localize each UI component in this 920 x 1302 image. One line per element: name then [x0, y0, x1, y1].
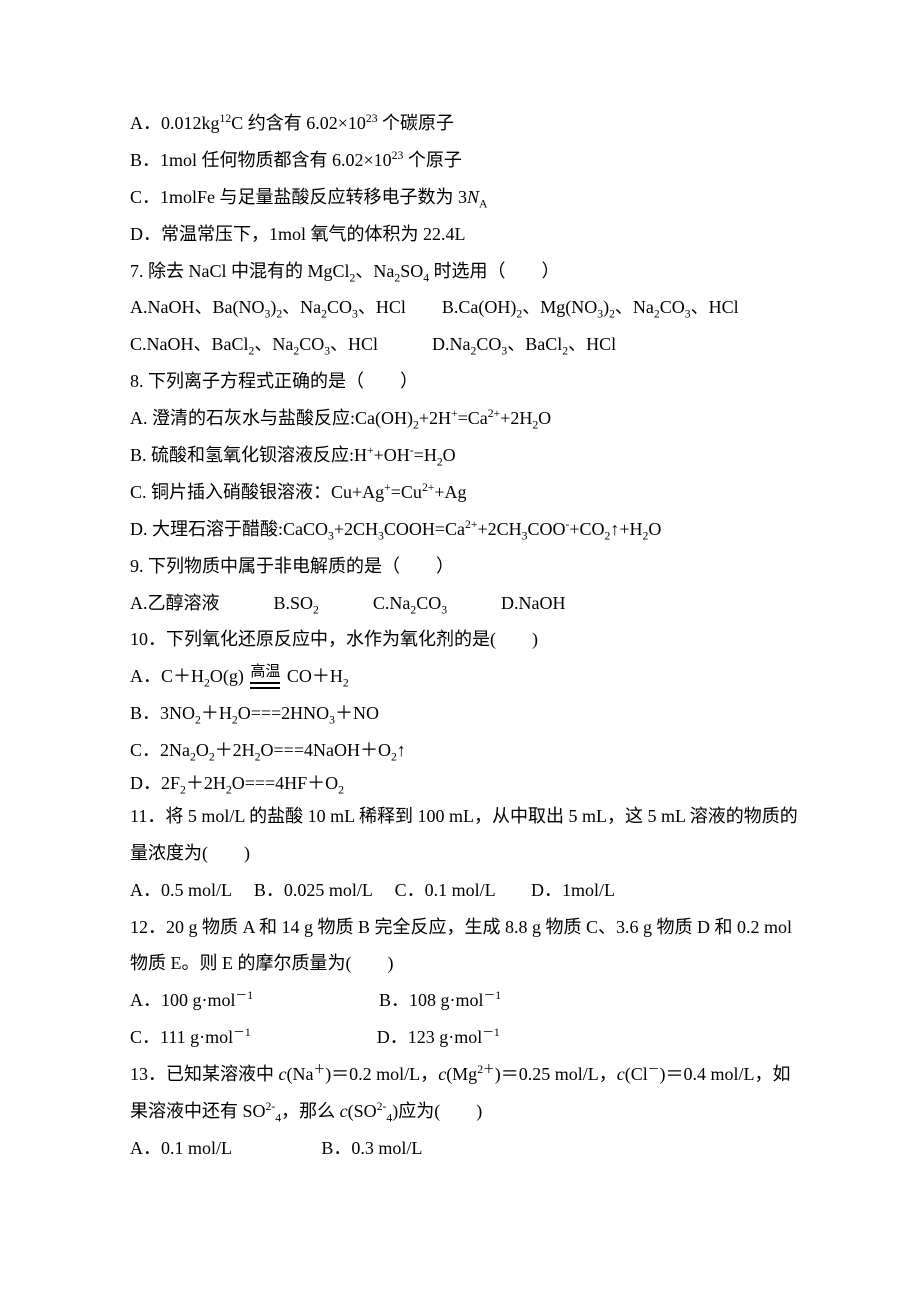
- q9-options: A.乙醇溶液 B.SO2 C.Na2CO3 D.NaOH: [130, 585, 800, 622]
- q10-option-b: B．3NO2＋H2O===2HNO3＋NO: [130, 695, 800, 732]
- q10-option-a-post: CO＋H2: [287, 666, 349, 686]
- q11-stem: 11．将 5 mol/L 的盐酸 10 mL 稀释到 100 mL，从中取出 5…: [130, 798, 800, 872]
- q10-option-a-pre: A．C＋H2O(g): [130, 666, 248, 686]
- page-container: A．0.012kg12C 约含有 6.02×1023 个碳原子 B．1mol 任…: [0, 0, 920, 1302]
- q13-stem: 13．已知某溶液中 c(Na＋)＝0.2 mol/L，c(Mg2＋)＝0.25 …: [130, 1056, 800, 1130]
- q9-stem: 9. 下列物质中属于非电解质的是（ ）: [130, 548, 800, 585]
- q8-stem: 8. 下列离子方程式正确的是（ ）: [130, 363, 800, 400]
- q10-stem: 10．下列氧化还原反应中，水作为氧化剂的是( ): [130, 621, 800, 658]
- q13-options: A．0.1 mol/L B．0.3 mol/L: [130, 1130, 800, 1167]
- reaction-condition-icon: 高温: [250, 665, 280, 691]
- q6-option-d: D．常温常压下，1mol 氧气的体积为 22.4L: [130, 216, 800, 253]
- q10-option-a: A．C＋H2O(g) 高温 CO＋H2: [130, 658, 800, 695]
- q6-option-b: B．1mol 任何物质都含有 6.02×1023 个原子: [130, 142, 800, 179]
- q8-option-c: C. 铜片插入硝酸银溶液：Cu+Ag+=Cu2++Ag: [130, 474, 800, 511]
- q7-options-row2: C.NaOH、BaCl2、Na2CO3、HCl D.Na2CO3、BaCl2、H…: [130, 326, 800, 363]
- q8-option-d: D. 大理石溶于醋酸:CaCO3+2CH3COOH=Ca2++2CH3COO-+…: [130, 511, 800, 548]
- reaction-condition-label: 高温: [250, 665, 280, 680]
- q8-option-b: B. 硫酸和氢氧化钡溶液反应:H++OH-=H2O: [130, 437, 800, 474]
- q8-option-a: A. 澄清的石灰水与盐酸反应:Ca(OH)2+2H+=Ca2++2H2O: [130, 400, 800, 437]
- q12-stem: 12．20 g 物质 A 和 14 g 物质 B 完全反应，生成 8.8 g 物…: [130, 909, 800, 983]
- q12-options-row1: A．100 g·mol－1 B．108 g·mol－1: [130, 982, 800, 1019]
- q6-option-a: A．0.012kg12C 约含有 6.02×1023 个碳原子: [130, 105, 800, 142]
- q6-option-c: C．1molFe 与足量盐酸反应转移电子数为 3NA: [130, 179, 800, 216]
- q7-options-row1: A.NaOH、Ba(NO3)2、Na2CO3、HCl B.Ca(OH)2、Mg(…: [130, 289, 800, 326]
- q12-options-row2: C．111 g·mol－1 D．123 g·mol－1: [130, 1019, 800, 1056]
- q10-option-d: D．2F2＋2H2O===4HF＋O2: [130, 769, 800, 798]
- q7-stem: 7. 除去 NaCl 中混有的 MgCl2、Na2SO4 时选用（ ）: [130, 253, 800, 290]
- q10-option-c: C．2Na2O2＋2H2O===4NaOH＋O2↑: [130, 732, 800, 769]
- q11-options: A．0.5 mol/L B．0.025 mol/L C．0.1 mol/L D．…: [130, 872, 800, 909]
